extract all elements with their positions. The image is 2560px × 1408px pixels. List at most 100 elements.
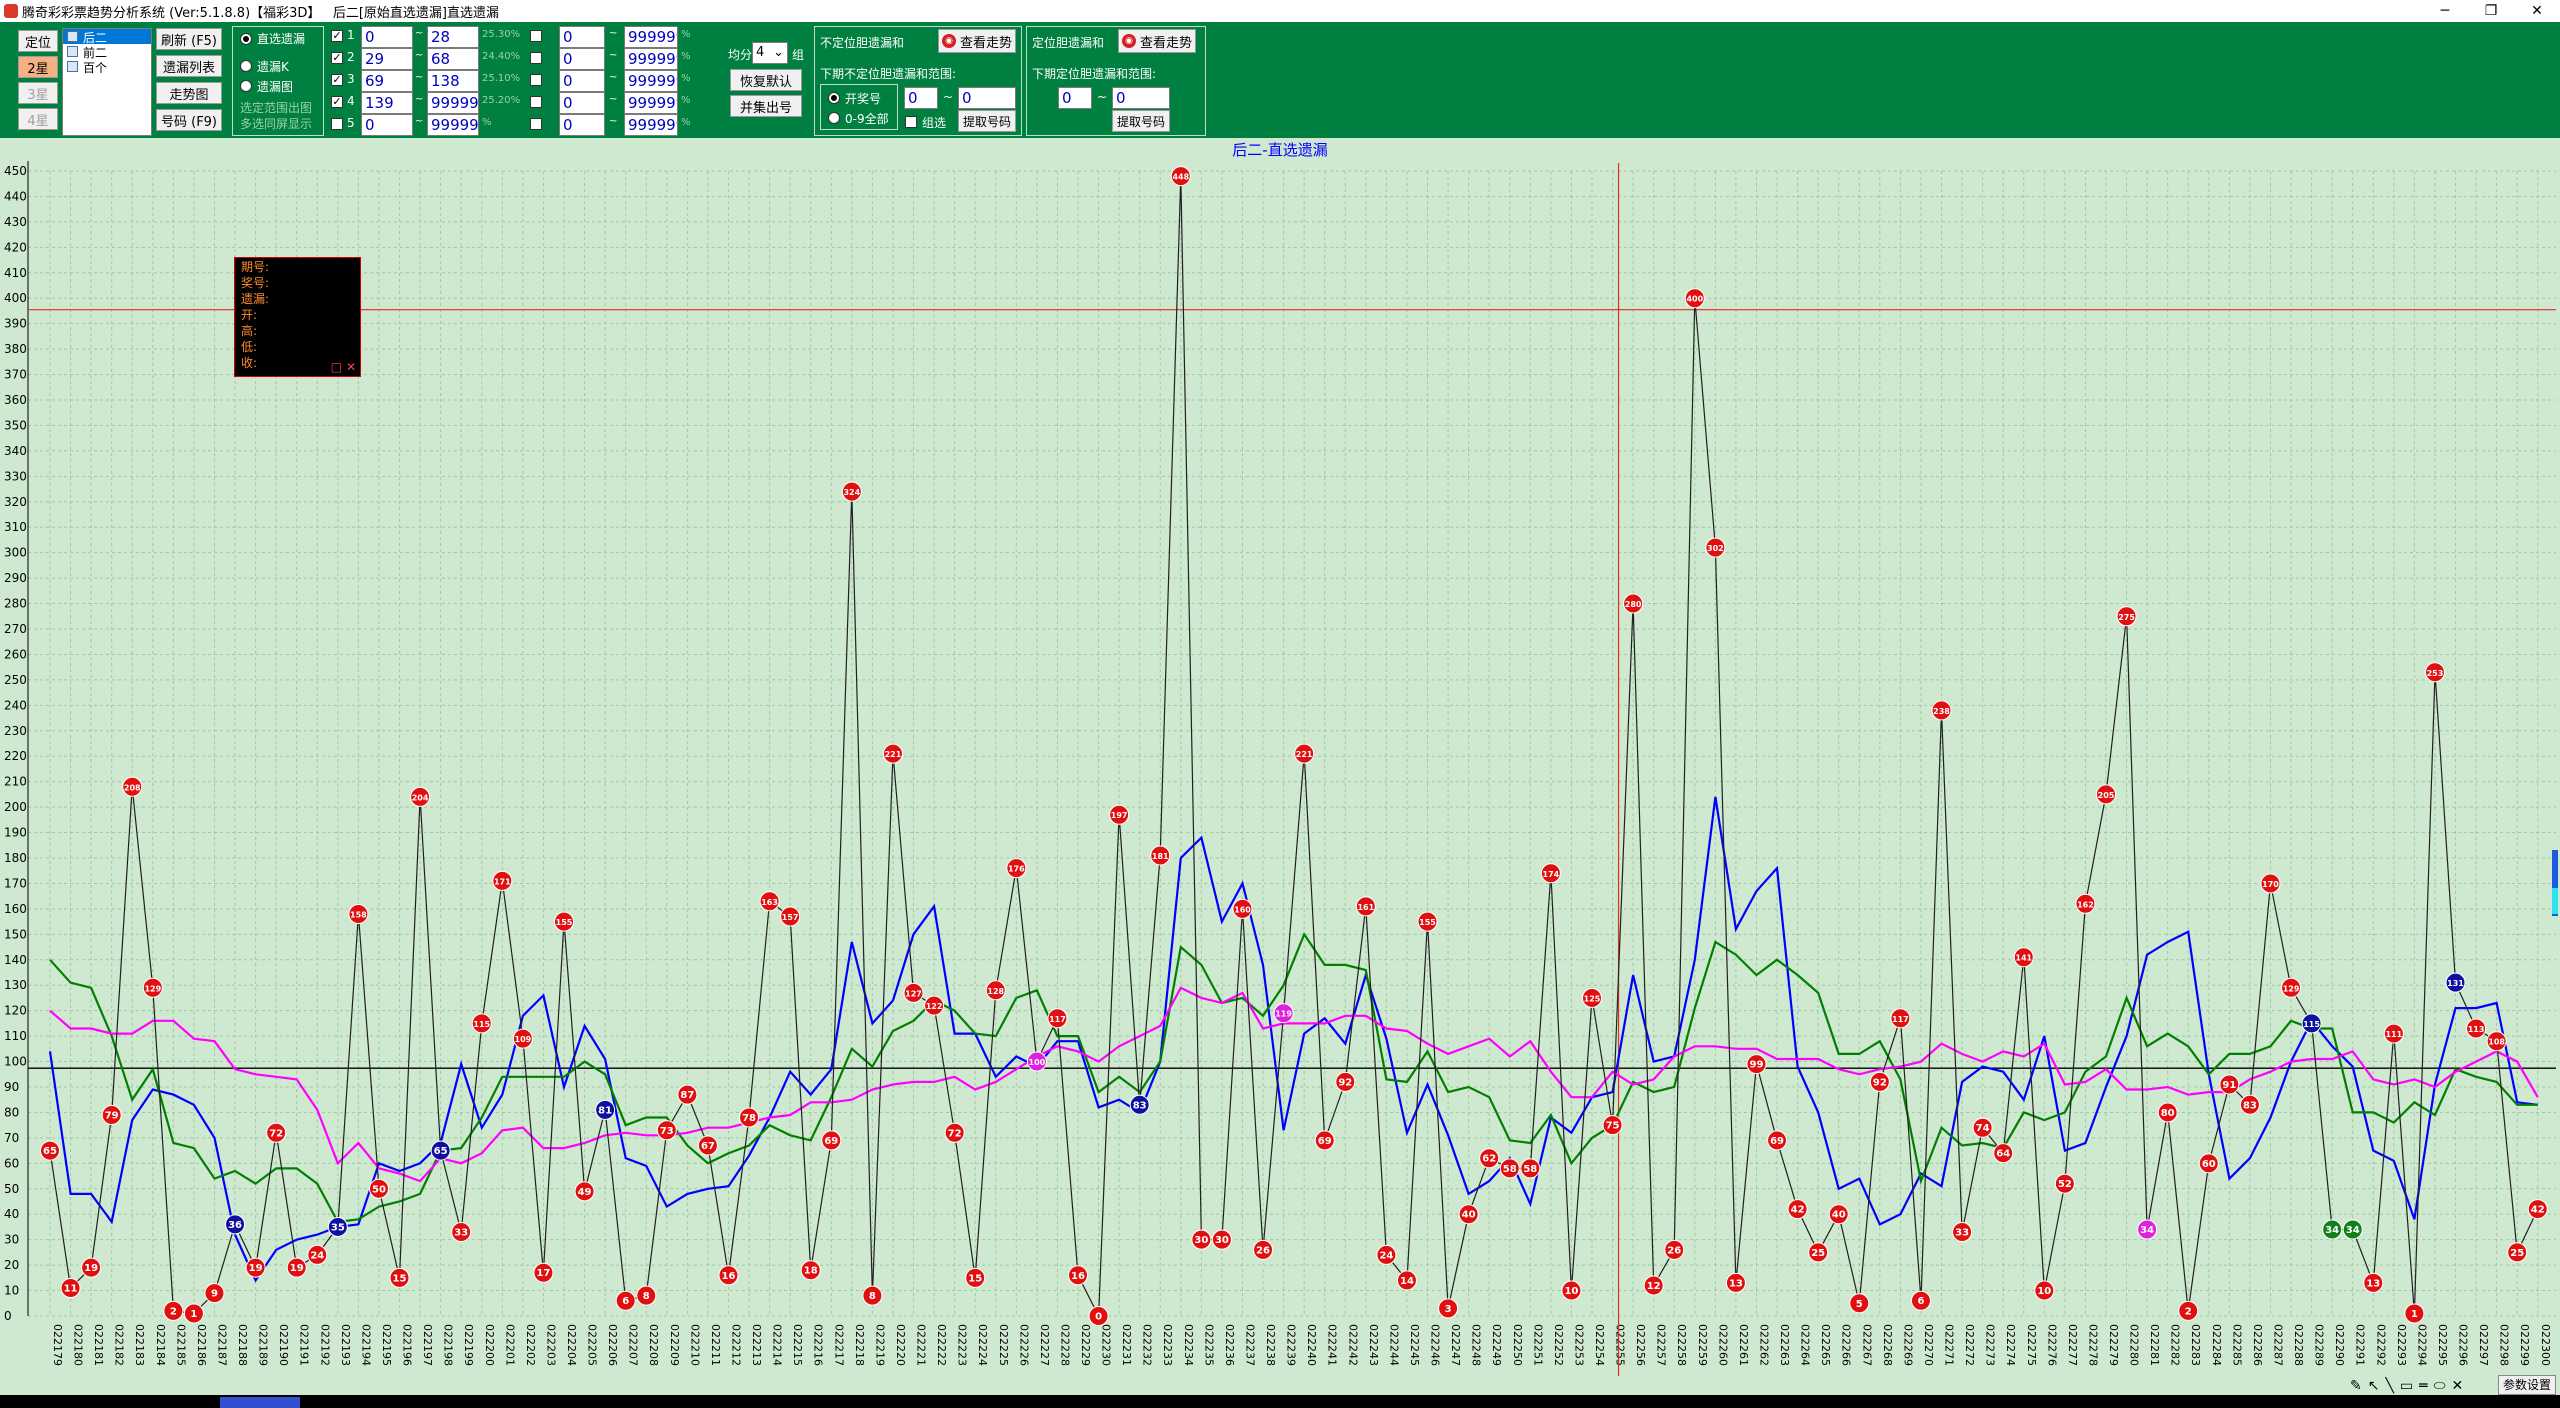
filter-from-input-2[interactable]: 0 xyxy=(559,114,605,136)
multi-select-label[interactable]: 多选同屏显示 xyxy=(240,117,313,131)
range-chart-label[interactable]: 选定范围出图 xyxy=(240,101,313,115)
list-item[interactable]: 百个 xyxy=(63,59,151,75)
filter-to-input[interactable]: 999999 xyxy=(427,114,479,136)
refresh-button[interactable]: 刷新 (F5) xyxy=(156,28,222,50)
miss-list-button[interactable]: 遗漏列表 xyxy=(156,55,222,77)
list-item[interactable]: 后二 xyxy=(63,29,151,45)
pin-icon[interactable]: ✎ xyxy=(2350,1378,2368,1394)
data-point xyxy=(595,1099,616,1120)
x-tick-label: 022196 xyxy=(401,1324,414,1366)
trend-chart-button[interactable]: 走势图 xyxy=(156,82,222,104)
pos-to-input[interactable]: 0 xyxy=(1112,87,1170,109)
pos-view-trend-button[interactable]: ◉ 查看走势 xyxy=(1118,29,1196,53)
filter-checkbox-2[interactable] xyxy=(530,52,542,64)
combo-checkbox[interactable] xyxy=(905,116,917,128)
filter-checkbox[interactable]: ✓ xyxy=(331,73,343,86)
filter-checkbox-2[interactable] xyxy=(530,30,542,42)
chart-area[interactable]: 0 10 20 30 40 50 60 70 80 90 100 110 120 130 140 150 160… xyxy=(0,138,2560,1395)
filter-to-input-2[interactable]: 999999 xyxy=(624,26,678,48)
param-settings-button[interactable]: 参数设置 xyxy=(2497,1375,2556,1395)
trend-chart[interactable]: 0102030405060708090100110120130140150160… xyxy=(0,138,2560,1395)
mode-radio-k[interactable] xyxy=(240,60,252,72)
unpos-fetch-button[interactable]: 提取号码 xyxy=(958,110,1016,132)
four-star-button[interactable]: 4星 xyxy=(18,108,58,130)
list-item[interactable]: 前二 xyxy=(63,44,151,60)
filter-to-input[interactable]: 68 xyxy=(427,48,479,70)
filter-checkbox[interactable]: ✓ xyxy=(331,29,343,42)
draw-number-label: 开奖号 xyxy=(845,92,882,106)
data-label: 91 xyxy=(2222,1080,2236,1091)
data-point xyxy=(1993,1143,2014,1164)
filter-to-input[interactable]: 28 xyxy=(427,26,479,48)
data-label: 160 xyxy=(1234,905,1251,914)
filter-to-input-2[interactable]: 999999 xyxy=(624,70,678,92)
x-tick-label: 022214 xyxy=(771,1324,784,1366)
filter-from-input[interactable]: 139 xyxy=(361,92,413,114)
scroll-indicator[interactable] xyxy=(2552,850,2558,916)
data-label: 400 xyxy=(1686,295,1703,304)
x-tick-label: 022289 xyxy=(2313,1324,2326,1366)
split-select[interactable]: 4 ⌄ xyxy=(752,42,788,64)
filter-checkbox[interactable]: ✓ xyxy=(331,51,343,64)
number-button[interactable]: 号码 (F9) xyxy=(156,109,222,131)
filter-from-input[interactable]: 0 xyxy=(361,114,413,136)
filter-checkbox[interactable] xyxy=(331,118,343,130)
close-icon[interactable]: ✕ xyxy=(345,360,356,374)
pointer-icon[interactable]: ↖ xyxy=(2367,1378,2386,1394)
draw-number-radio[interactable] xyxy=(828,92,840,104)
filter-to-input[interactable]: 138 xyxy=(427,70,479,92)
filter-to-input-2[interactable]: 999999 xyxy=(624,48,678,70)
pos-from-input[interactable]: 0 xyxy=(1058,87,1092,109)
union-output-button[interactable]: 并集出号 xyxy=(730,95,802,117)
filter-from-input-2[interactable]: 0 xyxy=(559,92,605,114)
restore-button[interactable]: ❐ xyxy=(2484,3,2498,19)
filter-to-input-2[interactable]: 999999 xyxy=(624,114,678,136)
maximize-icon[interactable]: □ xyxy=(330,360,343,374)
x-tick-label: 022200 xyxy=(483,1324,496,1366)
y-tick-label: 410 xyxy=(4,266,27,280)
data-point xyxy=(1232,898,1253,919)
unpos-to-input[interactable]: 0 xyxy=(958,87,1016,109)
two-star-button[interactable]: 2星 xyxy=(18,56,58,78)
restore-default-button[interactable]: 恢复默认 xyxy=(730,69,802,91)
all-digits-radio[interactable] xyxy=(828,112,840,124)
ellipse-icon[interactable]: ⬭ xyxy=(2433,1378,2452,1394)
pos-fetch-button[interactable]: 提取号码 xyxy=(1112,110,1170,132)
unpos-from-input[interactable]: 0 xyxy=(904,87,938,109)
filter-from-input-2[interactable]: 0 xyxy=(559,48,605,70)
filter-from-input[interactable]: 29 xyxy=(361,48,413,70)
x-tick-label: 022206 xyxy=(606,1324,619,1366)
position-button[interactable]: 定位 xyxy=(18,30,58,52)
clear-icon[interactable]: ✕ xyxy=(2451,1378,2470,1394)
mode-radio-direct[interactable] xyxy=(240,33,252,45)
filter-from-input-2[interactable]: 0 xyxy=(559,70,605,92)
filter-checkbox-2[interactable] xyxy=(530,74,542,86)
filter-checkbox-2[interactable] xyxy=(530,118,542,130)
data-point xyxy=(1561,1280,1582,1301)
filter-from-input[interactable]: 69 xyxy=(361,70,413,92)
data-label: 26 xyxy=(1256,1245,1270,1256)
rect-icon[interactable]: ▭ xyxy=(2399,1378,2420,1394)
mode-radio-chart[interactable] xyxy=(240,80,252,92)
data-point xyxy=(1582,987,1602,1008)
data-label: 72 xyxy=(948,1128,962,1139)
scroll-indicator-thumb[interactable] xyxy=(2552,888,2558,914)
line-icon[interactable]: ╲ xyxy=(2385,1378,2400,1394)
minimize-button[interactable]: ─ xyxy=(2440,3,2450,19)
close-button[interactable]: ✕ xyxy=(2531,3,2543,19)
data-label: 122 xyxy=(926,1002,943,1011)
x-tick-label: 022250 xyxy=(1511,1324,1524,1366)
filter-to-input[interactable]: 999999 xyxy=(427,92,479,114)
y-tick-label: 430 xyxy=(4,215,27,229)
filter-checkbox[interactable]: ✓ xyxy=(331,95,343,108)
three-star-button[interactable]: 3星 xyxy=(18,82,58,104)
position-list[interactable]: 后二 前二 百个 xyxy=(62,28,152,136)
filter-checkbox-2[interactable] xyxy=(530,96,542,108)
unpos-view-trend-button[interactable]: ◉ 查看走势 xyxy=(938,29,1016,53)
hline-icon[interactable]: ═ xyxy=(2419,1378,2434,1394)
filter-from-input[interactable]: 0 xyxy=(361,26,413,48)
data-label: 17 xyxy=(536,1268,550,1279)
filter-to-input-2[interactable]: 999999 xyxy=(624,92,678,114)
filter-from-input-2[interactable]: 0 xyxy=(559,26,605,48)
x-tick-label: 022277 xyxy=(2066,1324,2079,1366)
